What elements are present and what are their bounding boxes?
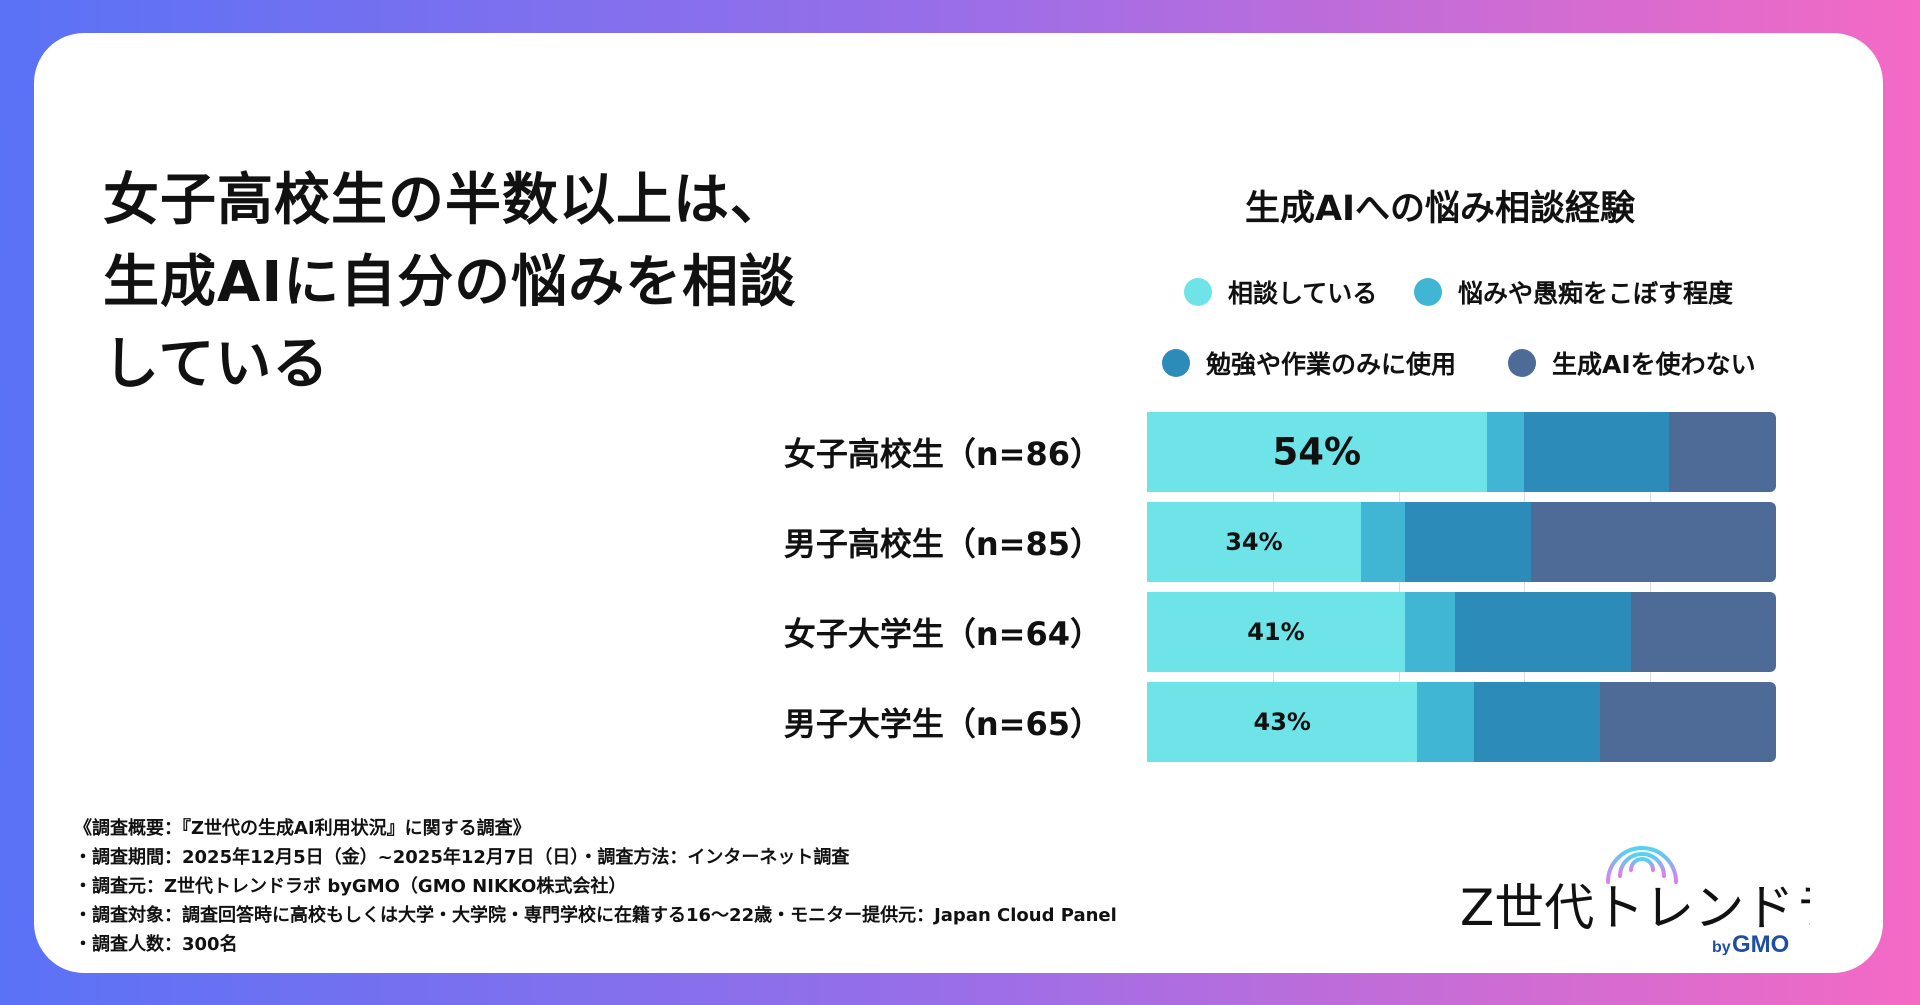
bar-segment — [1631, 592, 1776, 672]
svg-text:by: by — [1712, 939, 1731, 955]
legend-item: 勉強や作業のみに使用 — [1162, 345, 1456, 381]
stacked-bar: 43% — [1147, 682, 1776, 762]
stacked-bar: 41% — [1147, 592, 1776, 672]
stacked-bar: 34% — [1147, 502, 1776, 582]
footer-line: 《調査概要：『Z世代の生成AI利用状況』に関する調査》 — [74, 818, 531, 839]
stacked-bar: 54% — [1147, 412, 1776, 492]
bar-segment — [1524, 412, 1670, 492]
bar-segment — [1360, 502, 1405, 582]
gridline — [1272, 412, 1274, 762]
svg-text:GMO: GMO — [1732, 931, 1789, 955]
bar-segment: 54% — [1147, 412, 1487, 492]
z-generation-trend-lab-logo: Z世代トレンドラボ by GMO — [1460, 846, 1810, 955]
footer-line: ・調査対象：調査回答時に高校もしくは大学・大学院・専門学校に在籍する16〜22歳… — [74, 905, 1117, 926]
bar-segment: 34% — [1147, 502, 1361, 582]
category-label: 女子高校生（n=86） — [783, 435, 1102, 473]
headline-line: している — [103, 332, 330, 397]
legend-label: 相談している — [1228, 279, 1378, 308]
footer-line: ・調査人数：300名 — [74, 934, 238, 955]
bar-segment — [1455, 592, 1632, 672]
data-label: 54% — [1272, 430, 1362, 474]
data-label: 43% — [1253, 708, 1311, 736]
legend-dot-icon — [1184, 278, 1212, 306]
bar-segment: 43% — [1147, 682, 1418, 762]
bar-segment — [1530, 502, 1776, 582]
legend-label: 生成AIを使わない — [1552, 350, 1756, 379]
footer-line: ・調査元：Z世代トレンドラボ byGMO（GMO NIKKO株式会社） — [74, 876, 627, 897]
survey-overview: 《調査概要：『Z世代の生成AI利用状況』に関する調査》 ・調査期間：2025年1… — [74, 814, 1117, 959]
signal-icon — [1606, 846, 1678, 884]
category-label: 男子大学生（n=65） — [783, 705, 1102, 743]
bar-segment — [1599, 682, 1776, 762]
legend-label: 悩みや愚痴をこぼす程度 — [1458, 279, 1734, 308]
bar-segment — [1404, 502, 1531, 582]
gridline — [1524, 412, 1526, 762]
category-label: 女子大学生（n=64） — [783, 615, 1102, 653]
data-label: 41% — [1247, 618, 1305, 646]
gridline — [1398, 412, 1400, 762]
headline-line: 女子高校生の半数以上は、 — [103, 168, 787, 233]
footer-line: ・調査期間：2025年12月5日（金）~2025年12月7日（日）・調査方法：イ… — [74, 847, 850, 868]
bar-segment — [1474, 682, 1600, 762]
chart-title: 生成AIへの悩み相談経験 — [1244, 189, 1636, 229]
bar-segment: 41% — [1147, 592, 1405, 672]
legend-dot-icon — [1508, 349, 1536, 377]
bar-segment — [1669, 412, 1776, 492]
headline: 女子高校生の半数以上は、 生成AIに自分の悩みを相談 している — [103, 160, 796, 406]
legend-dot-icon — [1414, 278, 1442, 306]
bar-segment — [1486, 412, 1525, 492]
legend-dot-icon — [1162, 349, 1190, 377]
legend-item: 悩みや愚痴をこぼす程度 — [1414, 274, 1733, 310]
headline-line: 生成AIに自分の悩みを相談 — [103, 250, 797, 315]
bar-segment — [1404, 592, 1456, 672]
bar-segment — [1417, 682, 1475, 762]
data-label: 34% — [1225, 528, 1283, 556]
gridline — [1650, 412, 1652, 762]
legend-item: 相談している — [1184, 274, 1377, 310]
category-label: 男子高校生（n=85） — [783, 525, 1102, 563]
legend-label: 勉強や作業のみに使用 — [1206, 350, 1457, 379]
legend-item: 生成AIを使わない — [1508, 345, 1756, 381]
logo-text: Z世代トレンドラボ — [1460, 879, 1810, 937]
